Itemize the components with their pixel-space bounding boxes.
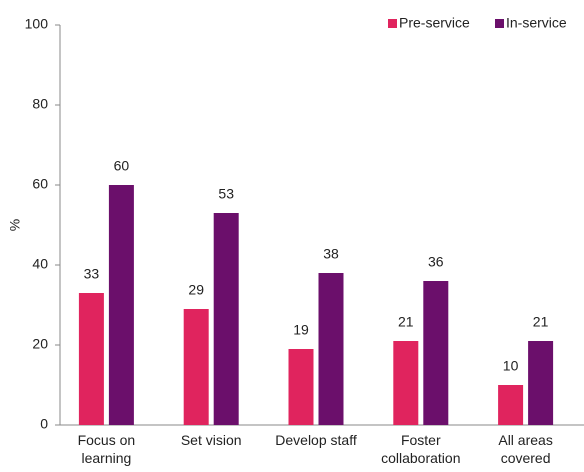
bar bbox=[183, 309, 209, 425]
bar bbox=[78, 293, 104, 425]
value-label: 60 bbox=[114, 158, 130, 174]
value-label: 21 bbox=[533, 314, 549, 330]
y-tick-label: 80 bbox=[32, 96, 48, 112]
bar bbox=[393, 341, 419, 425]
y-axis-label: % bbox=[7, 219, 23, 231]
x-tick-label: Set vision bbox=[180, 432, 242, 448]
legend-label: In-service bbox=[506, 15, 567, 31]
value-label: 29 bbox=[188, 282, 204, 298]
value-label: 33 bbox=[84, 266, 100, 282]
x-tick-label: Develop staff bbox=[275, 432, 357, 448]
legend-swatch bbox=[495, 19, 504, 28]
bar bbox=[213, 213, 239, 425]
legend-swatch bbox=[388, 19, 397, 28]
bar bbox=[108, 185, 134, 425]
bar bbox=[318, 273, 344, 425]
legend-label: Pre-service bbox=[399, 15, 470, 31]
x-tick-label: Focus on learning bbox=[77, 432, 136, 466]
bar bbox=[288, 349, 314, 425]
value-label: 53 bbox=[218, 186, 234, 202]
y-tick-label: 20 bbox=[32, 336, 48, 352]
x-tick-label: Foster collaboration bbox=[381, 432, 461, 466]
bar bbox=[498, 385, 524, 425]
value-label: 38 bbox=[323, 246, 339, 262]
value-label: 36 bbox=[428, 254, 444, 270]
value-label: 19 bbox=[293, 322, 309, 338]
bar bbox=[423, 281, 449, 425]
bar bbox=[528, 341, 554, 425]
y-tick-label: 0 bbox=[40, 416, 48, 432]
x-tick-label: All areas covered bbox=[498, 432, 553, 466]
y-tick-label: 60 bbox=[32, 176, 48, 192]
y-tick-label: 100 bbox=[25, 16, 49, 32]
value-label: 10 bbox=[503, 358, 519, 374]
y-tick-label: 40 bbox=[32, 256, 48, 272]
value-label: 21 bbox=[398, 314, 414, 330]
